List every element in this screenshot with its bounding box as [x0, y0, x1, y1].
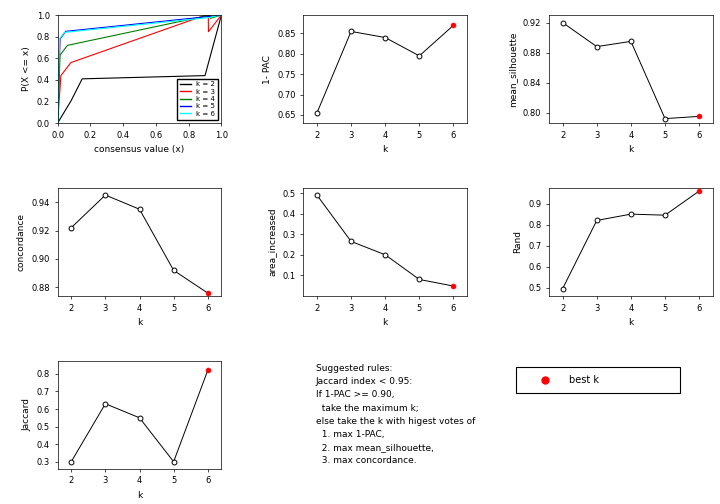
X-axis label: k: k — [629, 145, 634, 154]
Legend: k = 2, k = 3, k = 4, k = 5, k = 6: k = 2, k = 3, k = 4, k = 5, k = 6 — [177, 79, 218, 119]
Y-axis label: P(X <= x): P(X <= x) — [22, 47, 31, 92]
Y-axis label: Rand: Rand — [513, 230, 523, 254]
Y-axis label: area_increased: area_increased — [268, 208, 277, 276]
X-axis label: k: k — [382, 318, 388, 327]
Y-axis label: 1- PAC: 1- PAC — [263, 54, 271, 84]
X-axis label: k: k — [137, 318, 142, 327]
Y-axis label: Jaccard: Jaccard — [22, 398, 31, 431]
X-axis label: k: k — [137, 491, 142, 500]
Text: best k: best k — [570, 375, 600, 385]
FancyBboxPatch shape — [516, 367, 680, 393]
X-axis label: k: k — [382, 145, 388, 154]
X-axis label: k: k — [629, 318, 634, 327]
Text: Suggested rules:
Jaccard index < 0.95:
If 1-PAC >= 0.90,
  take the maximum k;
e: Suggested rules: Jaccard index < 0.95: I… — [315, 364, 475, 465]
X-axis label: consensus value (x): consensus value (x) — [94, 145, 184, 154]
Y-axis label: concordance: concordance — [17, 213, 26, 271]
Y-axis label: mean_silhouette: mean_silhouette — [508, 31, 517, 107]
